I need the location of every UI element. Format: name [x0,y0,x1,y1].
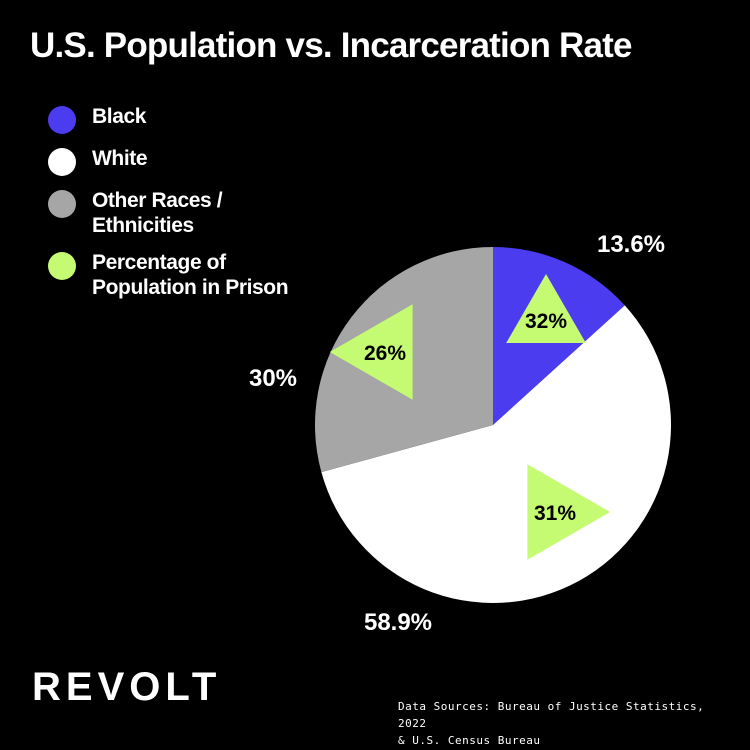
legend-swatch-white [48,148,76,176]
prison-rate-label-0: 32% [525,310,567,333]
legend-label-black: Black [92,105,147,128]
legend-swatch-other [48,190,76,218]
legend-item-black: Black [48,104,322,134]
legend-swatch-prison [48,252,76,280]
legend-label-prison: Percentage of Population in Prison [92,251,289,299]
legend: Black White Other Races / Ethnicities Pe… [48,104,322,312]
source-line-2: & U.S. Census Bureau [398,734,541,747]
source-line-1: Data Sources: Bureau of Justice Statisti… [398,700,705,730]
prison-rate-label-1: 31% [534,502,576,525]
legend-swatch-black [48,106,76,134]
prison-marker-2 [329,304,413,400]
prison-marker-0 [506,274,586,343]
chart-title: U.S. Population vs. Incarceration Rate [30,26,633,65]
legend-item-white: White [48,146,322,176]
legend-label-white: White [92,147,148,170]
prison-rate-label-2: 26% [364,342,406,365]
prison-marker-1 [527,464,611,560]
data-source: Data Sources: Bureau of Justice Statisti… [398,698,728,749]
population-label-0: 13.6% [597,231,665,258]
population-label-2: 30% [249,365,297,392]
legend-item-other: Other Races / Ethnicities [48,188,322,238]
pie-slice-1 [321,305,672,603]
legend-label-other: Other Races / Ethnicities [92,189,223,237]
revolt-logo: REVOLT [32,665,222,709]
legend-item-prison: Percentage of Population in Prison [48,250,322,300]
population-label-1: 58.9% [364,609,432,636]
